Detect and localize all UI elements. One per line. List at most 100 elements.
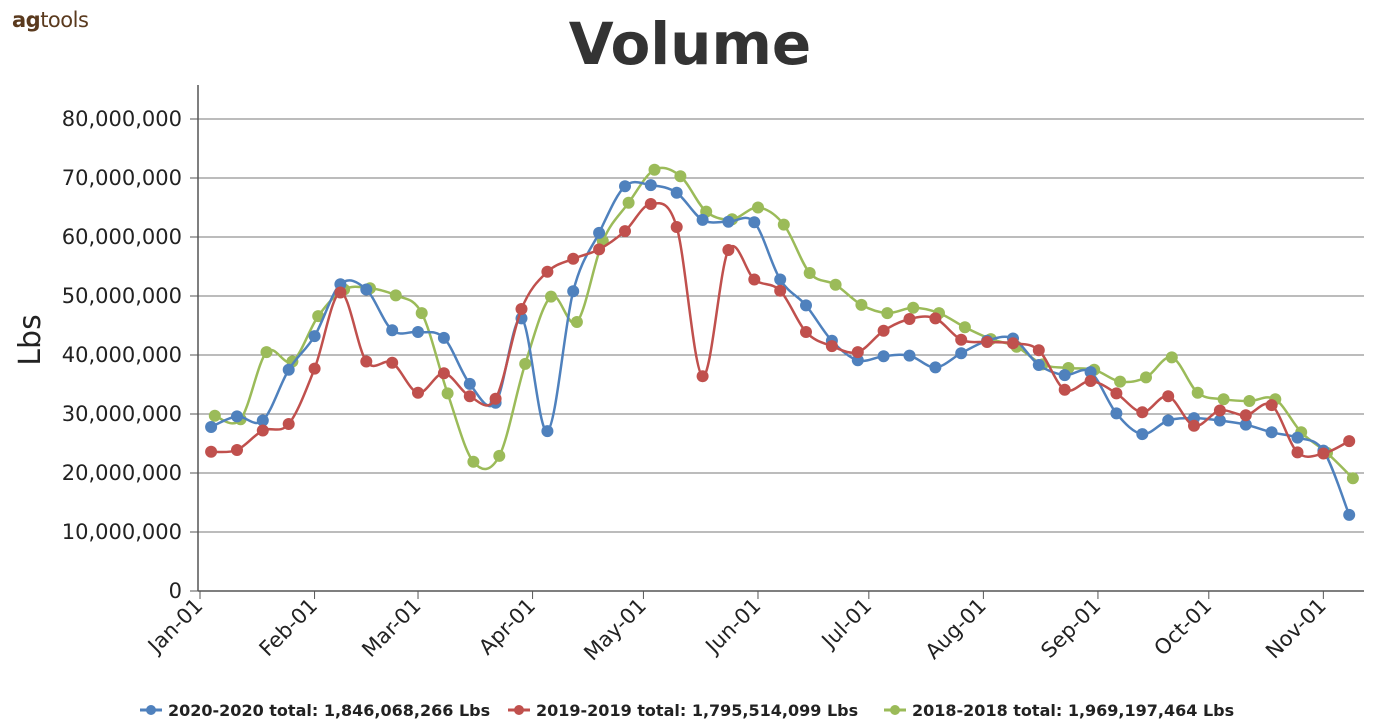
data-point[interactable] — [360, 283, 373, 296]
data-point[interactable] — [1110, 387, 1123, 400]
data-point[interactable] — [722, 244, 735, 256]
data-point[interactable] — [1213, 404, 1226, 417]
data-point[interactable] — [282, 418, 295, 430]
data-point[interactable] — [593, 243, 606, 256]
data-point[interactable] — [619, 225, 631, 238]
data-point[interactable] — [1058, 383, 1071, 396]
data-point[interactable] — [644, 179, 657, 192]
data-point[interactable] — [567, 252, 580, 265]
data-point[interactable] — [877, 350, 890, 363]
data-point[interactable] — [437, 367, 450, 380]
data-point[interactable] — [1343, 508, 1356, 521]
data-point[interactable] — [1084, 375, 1097, 387]
data-point[interactable] — [231, 444, 243, 456]
data-point[interactable] — [903, 313, 916, 325]
data-point[interactable] — [567, 285, 580, 298]
data-point[interactable] — [1343, 435, 1356, 448]
data-point[interactable] — [1058, 369, 1071, 382]
data-point[interactable] — [929, 361, 942, 374]
data-point[interactable] — [1162, 414, 1175, 427]
data-point[interactable] — [1165, 351, 1178, 364]
data-point[interactable] — [208, 409, 221, 422]
data-point[interactable] — [622, 196, 635, 209]
data-point[interactable] — [800, 299, 812, 312]
data-point[interactable] — [256, 414, 269, 427]
data-point[interactable] — [800, 326, 812, 338]
data-point[interactable] — [463, 377, 476, 390]
data-point[interactable] — [774, 284, 787, 297]
data-point[interactable] — [955, 347, 968, 360]
data-point[interactable] — [1140, 371, 1152, 384]
data-point[interactable] — [308, 330, 321, 343]
data-point[interactable] — [644, 198, 657, 210]
data-point[interactable] — [515, 303, 528, 315]
data-point[interactable] — [777, 218, 790, 231]
data-point[interactable] — [722, 215, 735, 228]
data-point[interactable] — [696, 213, 709, 226]
data-point[interactable] — [829, 278, 842, 291]
data-point[interactable] — [1110, 407, 1123, 420]
data-point[interactable] — [1032, 359, 1045, 371]
data-point[interactable] — [545, 290, 557, 303]
data-point[interactable] — [670, 221, 683, 233]
data-point[interactable] — [489, 392, 502, 405]
data-point[interactable] — [803, 267, 816, 279]
data-point[interactable] — [1217, 393, 1230, 406]
data-point[interactable] — [1346, 472, 1359, 485]
data-point[interactable] — [334, 278, 347, 291]
data-point[interactable] — [593, 226, 606, 239]
data-point[interactable] — [1007, 337, 1019, 350]
data-point[interactable] — [1243, 395, 1256, 407]
data-point[interactable] — [907, 301, 920, 314]
data-point[interactable] — [1291, 431, 1304, 444]
data-point[interactable] — [493, 449, 506, 462]
data-point[interactable] — [1265, 426, 1278, 439]
data-point[interactable] — [1317, 447, 1330, 460]
data-point[interactable] — [467, 455, 480, 468]
data-point[interactable] — [1188, 419, 1200, 432]
data-point[interactable] — [1291, 446, 1304, 459]
data-point[interactable] — [1239, 418, 1252, 431]
data-point[interactable] — [851, 346, 864, 359]
data-point[interactable] — [748, 273, 761, 286]
data-point[interactable] — [752, 201, 764, 214]
data-point[interactable] — [386, 324, 399, 337]
data-point[interactable] — [463, 390, 476, 403]
data-point[interactable] — [282, 363, 295, 376]
data-point[interactable] — [386, 356, 399, 369]
data-point[interactable] — [1191, 386, 1204, 399]
data-point[interactable] — [231, 410, 243, 423]
data-point[interactable] — [334, 286, 347, 299]
data-point[interactable] — [1162, 390, 1175, 403]
data-point[interactable] — [955, 333, 968, 346]
data-point[interactable] — [205, 421, 218, 433]
data-point[interactable] — [648, 163, 661, 176]
data-point[interactable] — [1032, 344, 1045, 357]
data-point[interactable] — [1114, 375, 1127, 388]
data-point[interactable] — [1136, 428, 1149, 441]
data-point[interactable] — [412, 386, 424, 399]
data-point[interactable] — [541, 425, 554, 438]
data-point[interactable] — [205, 445, 218, 458]
data-point[interactable] — [1239, 409, 1252, 422]
data-point[interactable] — [308, 362, 321, 375]
data-point[interactable] — [570, 316, 583, 328]
data-point[interactable] — [674, 170, 687, 183]
data-point[interactable] — [903, 349, 916, 362]
data-point[interactable] — [619, 180, 631, 193]
data-point[interactable] — [877, 324, 890, 337]
data-point[interactable] — [981, 336, 994, 348]
legend-item[interactable]: 2018-2018 total: 1,969,197,464 Lbs — [884, 701, 1234, 720]
legend-item[interactable]: 2020-2020 total: 1,846,068,266 Lbs — [140, 701, 490, 720]
data-point[interactable] — [260, 346, 273, 359]
data-point[interactable] — [1136, 406, 1149, 419]
data-point[interactable] — [1084, 366, 1097, 379]
data-point[interactable] — [825, 340, 838, 353]
data-point[interactable] — [1213, 414, 1226, 427]
data-point[interactable] — [670, 186, 683, 199]
data-point[interactable] — [437, 331, 450, 344]
data-point[interactable] — [360, 355, 373, 368]
data-point[interactable] — [1265, 399, 1278, 412]
data-point[interactable] — [748, 216, 761, 229]
data-point[interactable] — [412, 326, 424, 338]
